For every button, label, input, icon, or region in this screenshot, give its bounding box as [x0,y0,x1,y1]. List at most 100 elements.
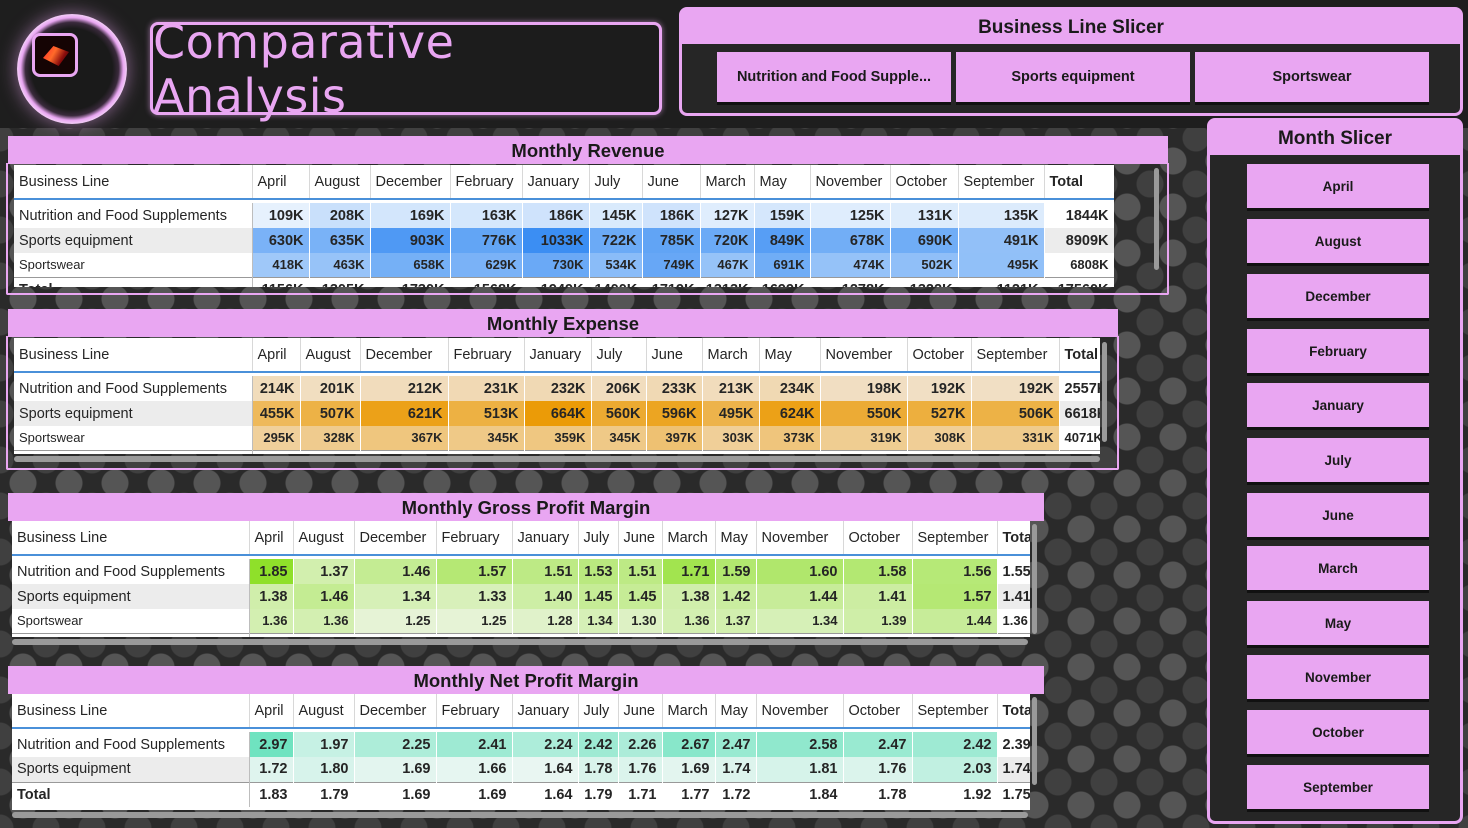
column-header-may[interactable]: May [715,694,757,729]
column-header-august[interactable]: August [309,165,371,200]
column-header-march[interactable]: March [662,694,716,729]
table-row[interactable]: Sports equipment 455K 507K 621K 513K 664K 560K… [14,401,1100,426]
table-cell: 418K [252,253,310,278]
gross-margin-vertical-scrollbar[interactable] [1032,524,1037,634]
column-header-june[interactable]: June [642,165,701,200]
month-option-november[interactable]: November [1247,655,1429,699]
month-option-april[interactable]: April [1247,164,1429,208]
column-header-business-line[interactable]: Business Line [12,694,250,729]
column-header-december[interactable]: December [354,694,437,729]
total-cell: 1.77 [662,781,716,807]
expense-horizontal-scrollbar[interactable] [14,456,1100,462]
column-header-november[interactable]: November [820,338,908,373]
column-header-september[interactable]: September [958,165,1045,200]
table-cell: 1844K [1044,203,1114,228]
month-option-october[interactable]: October [1247,710,1429,754]
column-header-june[interactable]: June [618,521,663,556]
column-header-total[interactable]: Total [997,521,1030,556]
column-header-december[interactable]: December [354,521,437,556]
column-header-august[interactable]: August [293,694,355,729]
column-header-february[interactable]: February [436,521,513,556]
month-option-february[interactable]: February [1247,329,1429,373]
gross-margin-horizontal-scrollbar[interactable] [12,639,1028,645]
table-row[interactable]: Sports equipment 1.38 1.46 1.34 1.33 1.40 1.45… [12,584,1030,609]
table-cell: 467K [700,253,755,278]
column-header-june[interactable]: June [618,694,663,729]
column-header-july[interactable]: July [589,165,643,200]
table-row[interactable]: Sportswear 1.36 1.36 1.25 1.25 1.28 1.34 1.30 1.… [12,609,1030,634]
month-option-june[interactable]: June [1247,493,1429,537]
table-cell: 1.78 [578,757,619,782]
column-header-october[interactable]: October [890,165,959,200]
month-option-august[interactable]: August [1247,219,1429,263]
month-option-january[interactable]: January [1247,383,1429,427]
month-option-september[interactable]: September [1247,765,1429,809]
table-row[interactable]: Nutrition and Food Supplements 109K 208K 16… [14,203,1114,228]
table-cell: 776K [450,228,523,253]
column-header-december[interactable]: December [370,165,451,200]
table-row[interactable]: Nutrition and Food Supplements 2.97 1.97 2.… [12,732,1030,757]
column-header-business-line[interactable]: Business Line [14,165,253,200]
column-header-november[interactable]: November [756,694,844,729]
column-header-may[interactable]: May [715,521,757,556]
month-option-may[interactable]: May [1247,601,1429,645]
slicer-option-sportswear[interactable]: Sportswear [1195,52,1429,102]
expense-vertical-scrollbar[interactable] [1102,342,1107,442]
column-header-april[interactable]: April [249,694,294,729]
column-header-december[interactable]: December [360,338,449,373]
column-header-may[interactable]: May [759,338,821,373]
column-header-july[interactable]: July [591,338,647,373]
table-header-row: Business Line April August December February… [14,165,1114,200]
column-header-march[interactable]: March [700,165,755,200]
column-header-total[interactable]: Total [1044,165,1114,200]
revenue-vertical-scrollbar[interactable] [1154,168,1159,270]
column-header-january[interactable]: January [512,694,579,729]
column-header-business-line[interactable]: Business Line [14,338,253,373]
net-margin-vertical-scrollbar[interactable] [1032,697,1037,785]
column-header-february[interactable]: February [450,165,523,200]
column-header-february[interactable]: February [436,694,513,729]
table-cell: 1.39 [843,609,913,634]
column-header-march[interactable]: March [702,338,760,373]
table-cell: 1.57 [436,559,513,584]
month-option-march[interactable]: March [1247,546,1429,590]
table-row[interactable]: Nutrition and Food Supplements 214K 201K 21… [14,376,1100,401]
column-header-february[interactable]: February [448,338,525,373]
column-header-september[interactable]: September [971,338,1060,373]
column-header-april[interactable]: April [252,338,301,373]
slicer-option-sports-equipment[interactable]: Sports equipment [956,52,1190,102]
table-row[interactable]: Sports equipment 630K 635K 903K 776K 1033K 722… [14,228,1114,253]
column-header-total[interactable]: Total [1059,338,1100,373]
column-header-september[interactable]: September [912,521,998,556]
column-header-july[interactable]: July [578,694,619,729]
column-header-october[interactable]: October [907,338,972,373]
column-header-january[interactable]: January [524,338,592,373]
column-header-march[interactable]: March [662,521,716,556]
table-cell: 849K [754,228,811,253]
column-header-january[interactable]: January [522,165,590,200]
column-header-july[interactable]: July [578,521,619,556]
column-header-may[interactable]: May [754,165,811,200]
column-header-april[interactable]: April [252,165,310,200]
table-row[interactable]: Sportswear 418K 463K 658K 629K 730K 534K 749K 46… [14,253,1114,278]
column-header-september[interactable]: September [912,694,998,729]
column-header-august[interactable]: August [300,338,361,373]
column-header-january[interactable]: January [512,521,579,556]
table-cell: 163K [450,203,523,228]
column-header-november[interactable]: November [756,521,844,556]
column-header-august[interactable]: August [293,521,355,556]
net-margin-horizontal-scrollbar[interactable] [12,812,1028,818]
month-option-july[interactable]: July [1247,438,1429,482]
column-header-november[interactable]: November [810,165,891,200]
column-header-business-line[interactable]: Business Line [12,521,250,556]
table-row[interactable]: Sportswear 295K 328K 367K 345K 359K 345K 397K 30… [14,426,1100,451]
slicer-option-nutrition[interactable]: Nutrition and Food Supple... [717,52,951,102]
table-row[interactable]: Nutrition and Food Supplements 1.85 1.37 1.… [12,559,1030,584]
column-header-april[interactable]: April [249,521,294,556]
column-header-june[interactable]: June [646,338,703,373]
column-header-total[interactable]: Total [997,694,1030,729]
column-header-october[interactable]: October [843,694,913,729]
month-option-december[interactable]: December [1247,274,1429,318]
table-row[interactable]: Sports equipment 1.72 1.80 1.69 1.66 1.64 1.78… [12,757,1030,782]
column-header-october[interactable]: October [843,521,913,556]
